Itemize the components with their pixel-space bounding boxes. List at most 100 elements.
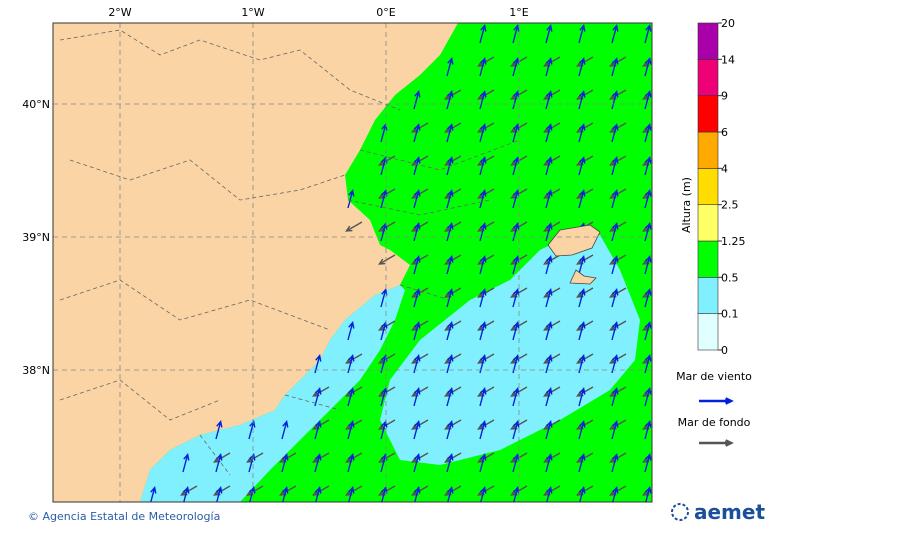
wind-arrow bbox=[380, 288, 388, 308]
lon-label: 2°W bbox=[108, 6, 131, 19]
wind-arrow bbox=[644, 189, 652, 209]
wind-arrow bbox=[645, 486, 652, 502]
wind-arrow bbox=[446, 321, 454, 341]
wind-arrow bbox=[446, 453, 454, 473]
wind-arrow bbox=[545, 57, 553, 77]
wind-arrow bbox=[578, 24, 586, 44]
wind-arrow bbox=[644, 222, 652, 242]
wind-arrow bbox=[479, 288, 487, 308]
wind-arrow bbox=[644, 420, 652, 440]
wind-arrow bbox=[611, 387, 619, 407]
wind-arrow bbox=[578, 123, 586, 143]
wind-arrow bbox=[347, 354, 355, 374]
low-wave-zone bbox=[140, 285, 405, 502]
colorbar-band bbox=[697, 95, 719, 133]
colorbar-tick-label: 0.1 bbox=[721, 308, 739, 321]
credit: © Agencia Estatal de Meteorología bbox=[28, 510, 220, 523]
wind-arrow bbox=[644, 387, 652, 407]
logo: aemet bbox=[671, 500, 765, 524]
swell-arrow bbox=[610, 519, 626, 528]
wind-arrow bbox=[281, 420, 289, 440]
wind-arrow bbox=[611, 57, 619, 77]
wind-arrow bbox=[512, 420, 520, 440]
wind-arrow bbox=[578, 453, 586, 473]
wind-arrow bbox=[644, 255, 652, 275]
colorbar-tick-label: 0.5 bbox=[721, 271, 739, 284]
wind-arrow bbox=[446, 222, 454, 242]
wind-arrow bbox=[512, 57, 520, 77]
colorbar-tick-label: 6 bbox=[721, 126, 728, 139]
wind-arrow bbox=[578, 156, 586, 176]
swell-arrow bbox=[379, 519, 395, 528]
wind-arrow bbox=[546, 486, 553, 502]
wind-arrow bbox=[479, 90, 487, 110]
wind-arrow bbox=[578, 255, 586, 275]
wind-arrow bbox=[513, 486, 520, 502]
wind-arrow bbox=[348, 486, 355, 502]
wind-arrow bbox=[248, 420, 256, 440]
colorbar-tick-label: 4 bbox=[721, 162, 728, 175]
wind-arrow bbox=[611, 123, 619, 143]
wind-arrow bbox=[281, 453, 289, 473]
wind-arrow bbox=[413, 255, 421, 275]
lat-label: 40°N bbox=[22, 98, 50, 111]
wind-arrow bbox=[545, 255, 553, 275]
wind-arrow bbox=[644, 57, 652, 77]
wind-arrow bbox=[611, 420, 619, 440]
wind-arrow bbox=[579, 486, 586, 502]
swell-arrow bbox=[478, 519, 494, 528]
wind-arrow bbox=[644, 354, 652, 374]
swell-arrow bbox=[378, 254, 396, 265]
graticule bbox=[53, 23, 652, 502]
wind-arrow bbox=[480, 486, 487, 502]
zone-line bbox=[199, 139, 521, 476]
wind-arrow bbox=[479, 156, 487, 176]
wind-arrow bbox=[545, 453, 553, 473]
wind-arrow bbox=[545, 288, 553, 308]
colorbar-tick-label: 14 bbox=[721, 53, 735, 66]
wind-arrow bbox=[413, 222, 421, 242]
wind-arrow bbox=[644, 453, 652, 473]
wind-arrow bbox=[182, 453, 190, 473]
colorbar-band bbox=[697, 168, 719, 205]
wind-arrow bbox=[216, 486, 223, 502]
legend-arrow bbox=[699, 439, 734, 447]
lon-label: 1°W bbox=[241, 6, 264, 19]
colorbar-tick-label: 1.25 bbox=[721, 235, 746, 248]
wind-arrow bbox=[512, 90, 520, 110]
wind-arrow bbox=[545, 321, 553, 341]
wind-arrow bbox=[347, 453, 355, 473]
wind-arrow bbox=[479, 255, 487, 275]
low-wave-zone bbox=[380, 235, 640, 465]
wind-arrow bbox=[215, 420, 223, 440]
wind-arrow bbox=[512, 123, 520, 143]
colorbar-tick-label: 20 bbox=[721, 17, 735, 30]
wind-arrow bbox=[545, 222, 553, 242]
wind-arrow bbox=[446, 288, 454, 308]
wind-arrow bbox=[612, 486, 619, 502]
wind-arrow bbox=[611, 90, 619, 110]
lon-label: 1°E bbox=[509, 6, 528, 19]
wind-arrow bbox=[413, 321, 421, 341]
wind-arrow bbox=[479, 453, 487, 473]
wind-arrow bbox=[512, 288, 520, 308]
legend-label: Mar de fondo bbox=[678, 416, 751, 429]
colorbar-tick-label: 9 bbox=[721, 90, 728, 103]
wind-arrow bbox=[479, 189, 487, 209]
arrows bbox=[150, 24, 652, 528]
wind-arrow bbox=[512, 453, 520, 473]
wind-arrow bbox=[512, 24, 520, 44]
wind-arrow bbox=[545, 123, 553, 143]
wind-arrow bbox=[413, 420, 421, 440]
wind-arrow bbox=[512, 156, 520, 176]
colorbar-band bbox=[697, 240, 719, 278]
wind-arrow bbox=[611, 288, 619, 308]
wind-arrow bbox=[282, 486, 289, 502]
wind-arrow bbox=[578, 387, 586, 407]
wind-arrow bbox=[479, 222, 487, 242]
wind-arrow bbox=[413, 387, 421, 407]
wind-arrow bbox=[512, 222, 520, 242]
wind-arrow bbox=[446, 387, 454, 407]
